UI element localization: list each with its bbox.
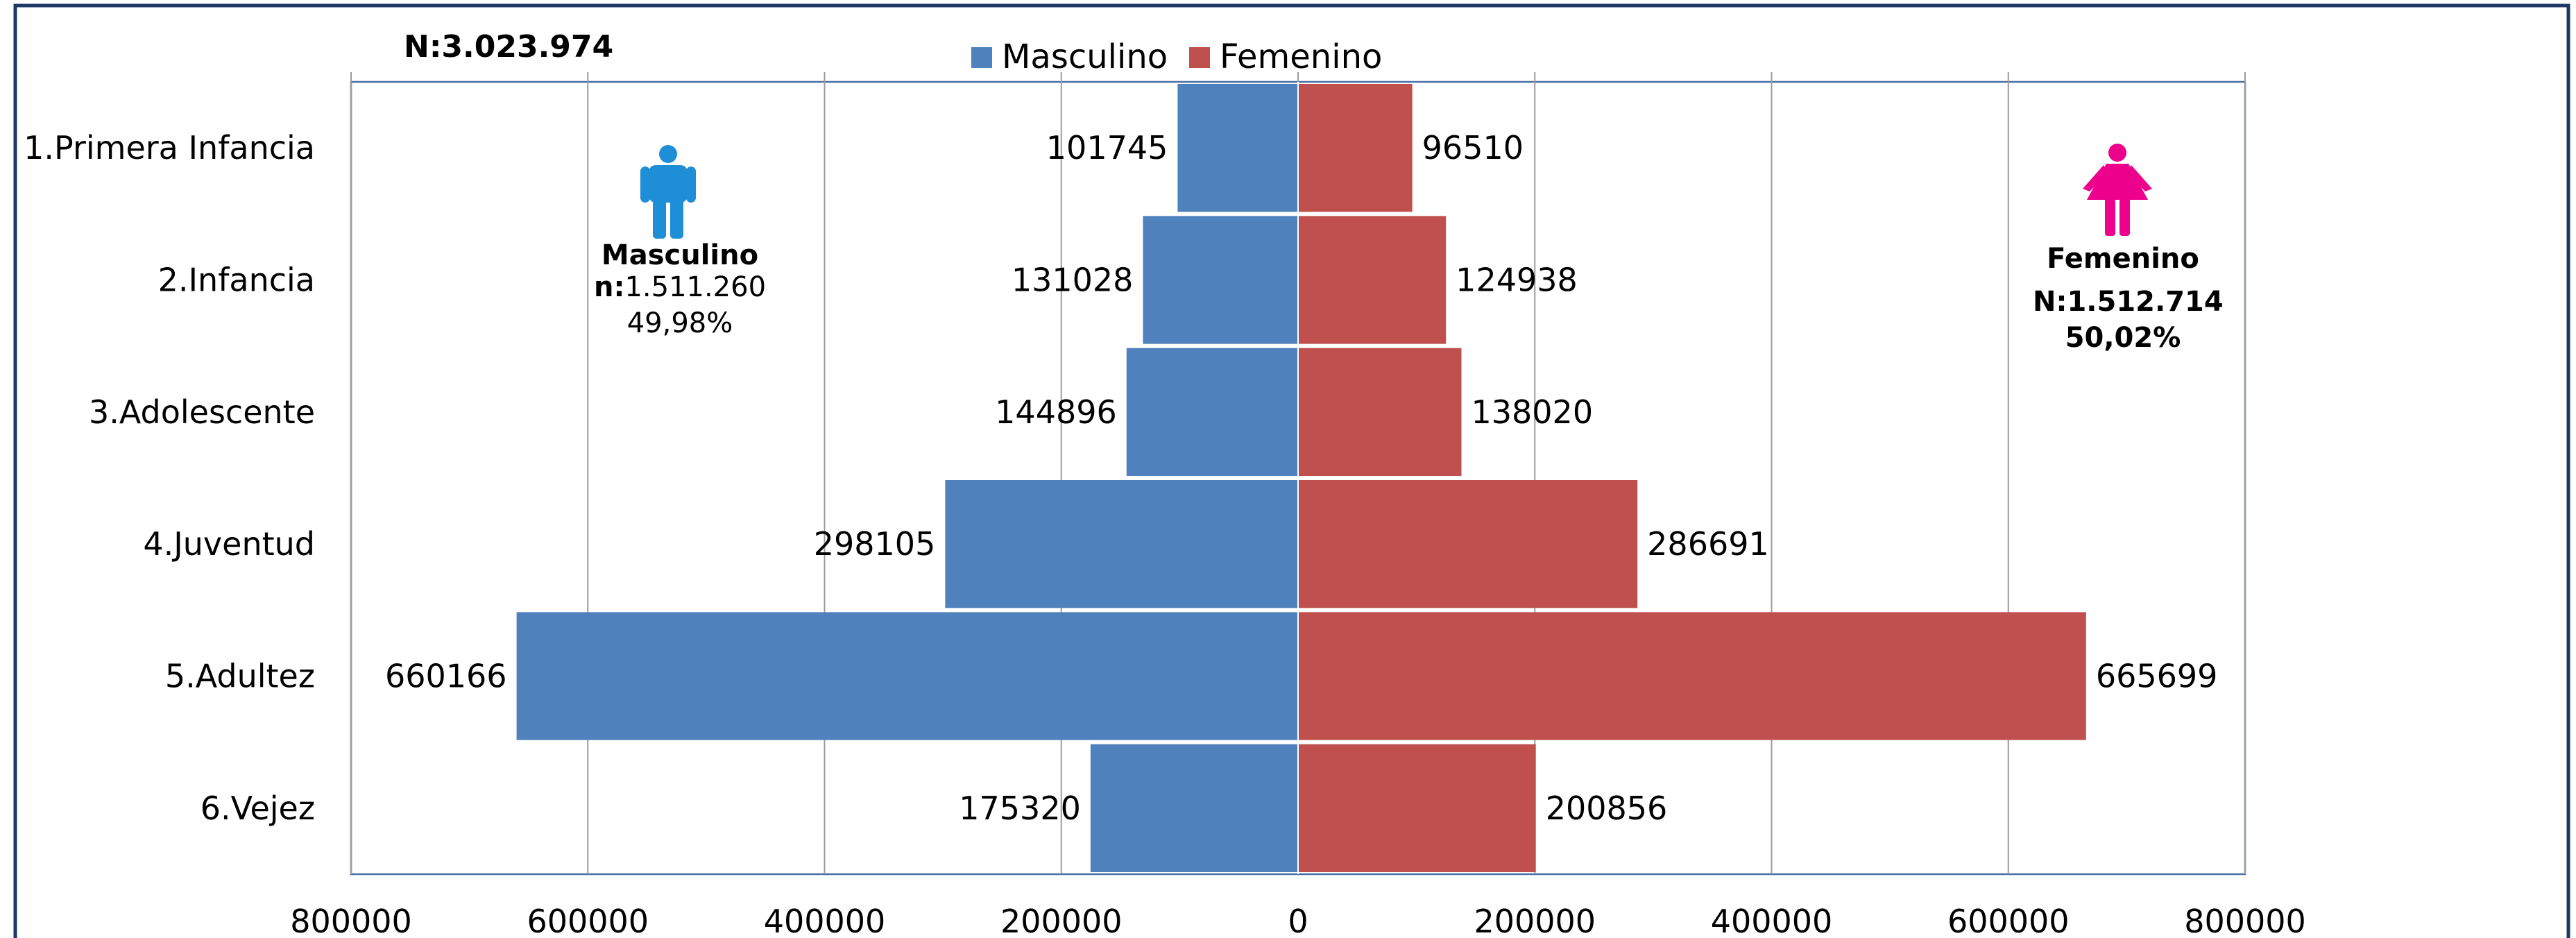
category-label: 4.Juventud [143,525,315,563]
data-labels: 101745 96510 131028 124938 144896 138020 29810… [385,129,2217,827]
femenino-info: Femenino N:1.512.714 50,02% [2033,243,2224,354]
category-label: 2.Infancia [158,262,315,299]
masculino-bar [1126,348,1298,476]
x-tick-label: 800000 [2184,903,2306,938]
masculino-value-label: 101745 [1046,129,1168,167]
femenino-value-label: 124938 [1456,262,1578,299]
masculino-value-label: 144896 [995,393,1117,431]
femenino-bar [1298,612,2086,740]
masculino-percent: 49,98% [626,307,733,339]
legend-label: Femenino [1220,37,1382,76]
femenino-bar [1298,84,1413,212]
category-label: 6.Vejez [201,790,315,827]
x-tick-label: 0 [1288,903,1308,938]
femenino-bar [1298,348,1462,476]
category-labels: 1.Primera Infancia 2.Infancia 3.Adolescent… [24,129,315,827]
category-label: 5.Adultez [165,658,315,695]
category-label: 3.Adolescente [89,393,315,431]
femenino-value-label: 96510 [1422,129,1524,167]
femenino-value-label: 286691 [1647,525,1769,563]
femenino-value-label: 665699 [2096,658,2218,695]
female-person-icon [2083,144,2152,236]
x-tick-label: 200000 [1474,903,1596,938]
legend: Masculino Femenino [971,37,1382,76]
femenino-value-label: 200856 [1546,790,1668,827]
masculino-value-label: 660166 [385,658,507,695]
masculino-info: Masculino n:1.511.260 49,98% [590,239,770,339]
x-tick-label: 800000 [290,903,412,938]
masculino-bar [516,612,1298,740]
legend-label: Masculino [1002,37,1168,76]
x-tick-labels: 800000 600000 400000 200000 0 200000 400000 600… [290,903,2306,938]
femenino-bar [1298,216,1447,344]
x-tick-label: 200000 [1000,903,1123,938]
femenino-percent: 50,02% [2065,322,2181,354]
total-label: N:3.023.974 [404,29,614,65]
legend-swatch [1189,47,1210,68]
masculino-n-prefix: n: [593,271,625,303]
femenino-bar [1298,480,1638,608]
category-label: 1.Primera Infancia [24,129,315,167]
masculino-bar [1090,744,1298,872]
femenino-title: Femenino [2047,243,2199,275]
masculino-bar [1177,84,1298,212]
masculino-bar [945,480,1298,608]
masculino-count-line: n:1.511.260 [590,271,770,303]
x-tick-label: 400000 [1711,903,1833,938]
x-tick-label: 600000 [1947,903,2070,938]
masculino-n-value: 1.511.260 [624,271,767,303]
masculino-value-label: 131028 [1012,262,1134,299]
male-person-icon [640,145,696,239]
femenino-bar [1298,744,1536,872]
femenino-value-label: 138020 [1471,393,1593,431]
bars [516,82,2086,874]
x-tick-label: 600000 [527,903,649,938]
femenino-n-label: N:1.512.714 [2033,286,2224,318]
masculino-value-label: 175320 [959,790,1081,827]
legend-swatch [971,47,992,68]
masculino-title: Masculino [601,239,759,271]
x-tick-label: 400000 [764,903,886,938]
masculino-value-label: 298105 [814,525,936,563]
masculino-bar [1143,216,1298,344]
